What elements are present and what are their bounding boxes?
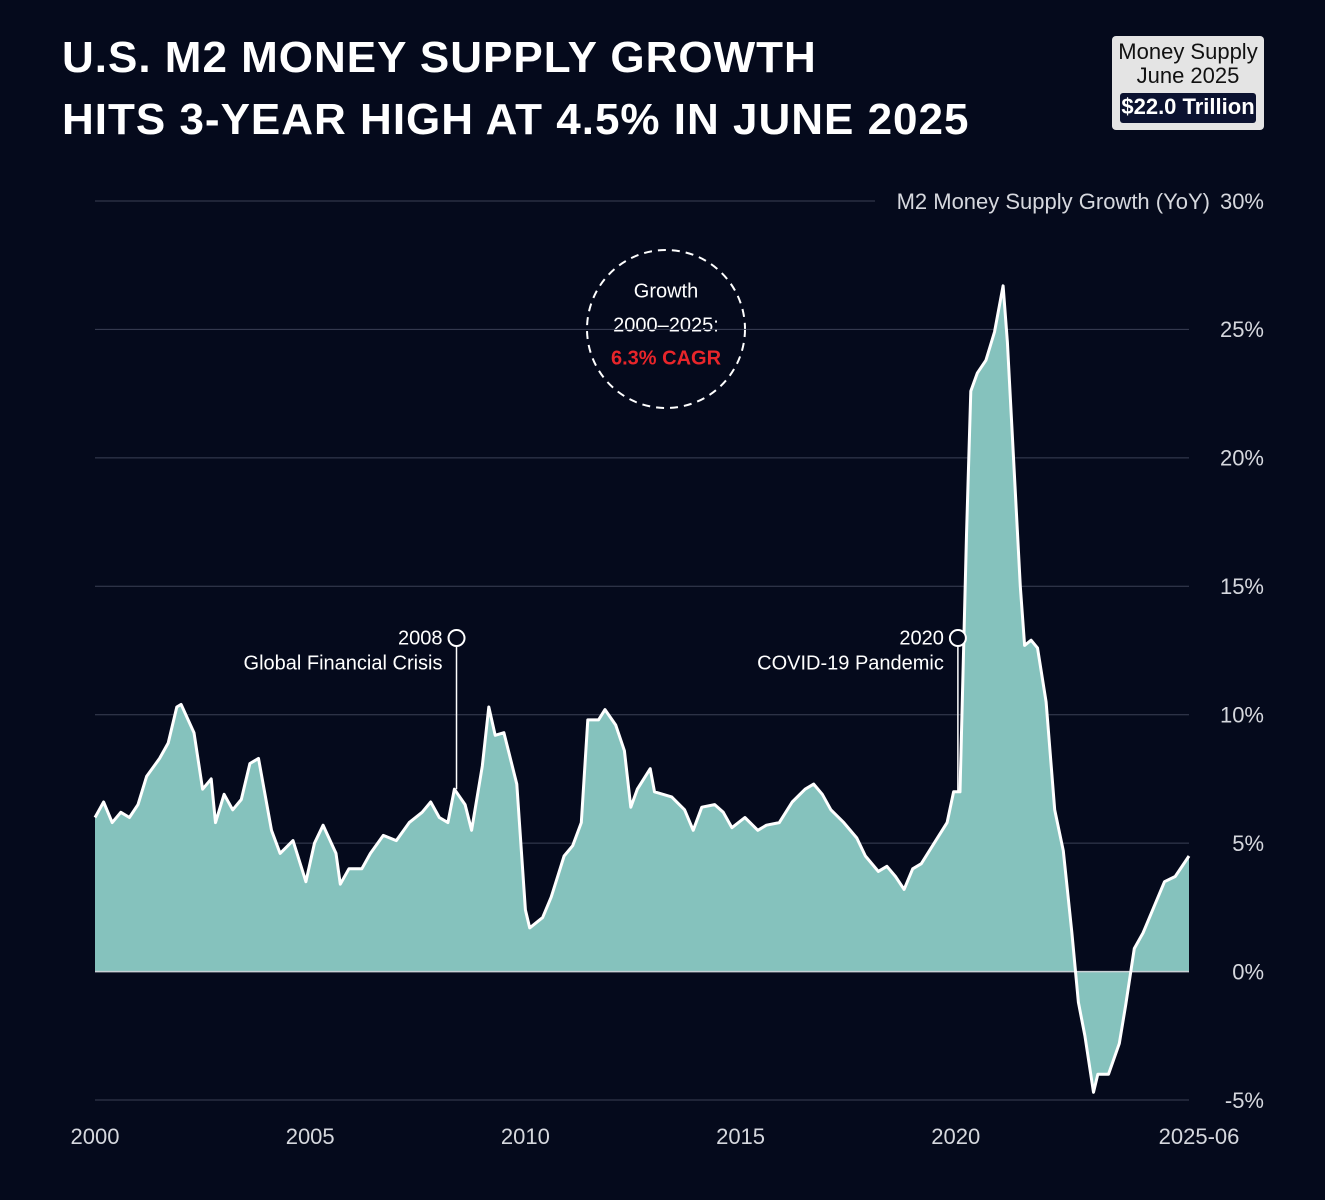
badge-text: June 2025 [1137, 63, 1240, 88]
y-tick-label: 10% [1220, 703, 1264, 728]
cagr-text: Growth [634, 280, 698, 302]
annotation-text: COVID-19 Pandemic [757, 652, 944, 674]
x-tick-label: 2025-06 [1159, 1124, 1240, 1149]
cagr-value: 6.3% CAGR [611, 347, 722, 369]
y-tick-label: 25% [1220, 317, 1264, 342]
x-tick-label: 2005 [286, 1124, 335, 1149]
y-tick-label: 0% [1232, 959, 1264, 984]
badge-value: $22.0 Trillion [1121, 94, 1254, 119]
badge-text: Money Supply [1118, 39, 1257, 64]
y-tick-label: 15% [1220, 574, 1264, 599]
x-tick-label: 2010 [501, 1124, 550, 1149]
chart-title: HITS 3-YEAR HIGH AT 4.5% IN JUNE 2025 [62, 95, 969, 144]
annotation-text: Global Financial Crisis [244, 652, 443, 674]
line [93, 284, 1191, 1094]
chart-title: U.S. M2 MONEY SUPPLY GROWTH [62, 33, 817, 82]
x-tick-label: 2000 [71, 1124, 120, 1149]
y-tick-label: 20% [1220, 446, 1264, 471]
annotation-year: 2020 [899, 627, 944, 649]
annotation-year: 2008 [398, 627, 443, 649]
y-tick-label: 5% [1232, 831, 1264, 856]
y-tick-label: 30% [1220, 189, 1264, 214]
y-axis-label: M2 Money Supply Growth (YoY) [897, 189, 1210, 214]
x-tick-label: 2020 [931, 1124, 980, 1149]
cagr-text: 2000–2025: [613, 314, 719, 336]
annotation-dot [447, 629, 466, 647]
x-tick-label: 2015 [716, 1124, 765, 1149]
area [95, 285, 1189, 1093]
y-tick-label: -5% [1225, 1088, 1264, 1113]
annotation-dot [948, 629, 967, 647]
badge-value-box [1120, 93, 1256, 123]
